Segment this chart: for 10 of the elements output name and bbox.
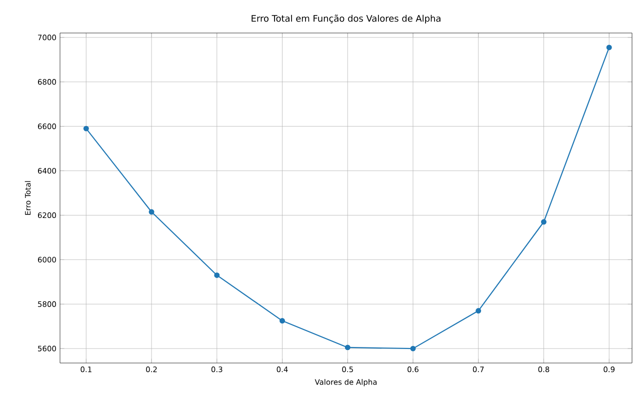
point xyxy=(410,346,416,352)
point xyxy=(606,44,612,50)
chart-title: Erro Total em Função dos Valores de Alpha xyxy=(252,14,440,24)
point xyxy=(214,272,220,278)
point xyxy=(280,318,286,324)
point xyxy=(148,209,154,215)
point xyxy=(476,308,482,314)
point xyxy=(541,219,546,225)
point xyxy=(344,344,350,350)
point xyxy=(83,126,89,132)
